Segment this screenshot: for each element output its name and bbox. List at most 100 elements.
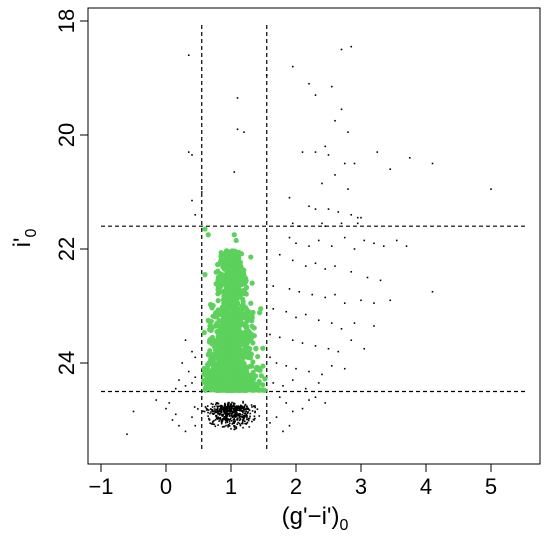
selected-star-point <box>231 379 237 385</box>
selected-star-point <box>209 341 215 347</box>
field-star-point <box>246 412 249 414</box>
field-star-point <box>210 402 213 405</box>
field-star-point <box>224 406 226 409</box>
y-axis: 18 20 22 24 <box>54 9 89 375</box>
field-star-point <box>194 376 197 379</box>
field-star-point <box>389 168 392 170</box>
field-star-point <box>254 406 257 409</box>
selected-star-point <box>231 334 238 340</box>
field-star-point <box>237 414 239 416</box>
field-star-point <box>236 423 239 426</box>
selected-star-point <box>227 289 234 296</box>
field-star-point <box>334 174 336 176</box>
selected-star-point <box>229 266 235 272</box>
field-star-point <box>253 415 256 418</box>
field-star-point <box>490 188 492 190</box>
field-star-point <box>217 412 219 415</box>
field-star-point <box>234 420 236 423</box>
field-star-point <box>238 412 241 415</box>
field-star-point <box>301 151 304 153</box>
field-star-point <box>272 382 275 384</box>
field-star-point <box>314 94 317 96</box>
selected-star-point <box>221 293 227 299</box>
selected-star-point <box>232 359 238 366</box>
selected-star-point <box>234 299 240 305</box>
field-star-point <box>232 404 235 407</box>
selected-star-point <box>257 310 263 316</box>
field-star-point <box>224 412 226 415</box>
field-star-point <box>308 370 310 373</box>
field-star-point <box>324 225 327 227</box>
field-star-point <box>213 408 216 410</box>
field-star-point <box>240 416 243 418</box>
selected-star-point <box>229 274 235 281</box>
field-star-point <box>235 405 238 407</box>
field-star-point <box>253 419 255 421</box>
field-star-point <box>233 425 236 427</box>
field-star-point <box>295 367 297 370</box>
selected-star-point <box>214 385 220 392</box>
field-star-point <box>234 407 236 409</box>
field-star-point <box>324 268 327 270</box>
field-star-point <box>285 310 288 313</box>
field-star-point <box>205 407 208 410</box>
field-star-point <box>431 162 434 165</box>
field-star-point <box>221 426 224 428</box>
selected-star-point <box>244 340 250 346</box>
selected-star-point <box>202 272 208 278</box>
field-star-point <box>243 416 246 419</box>
field-star-point <box>360 216 362 219</box>
field-star-point <box>343 302 346 304</box>
selected-star-point <box>218 257 224 263</box>
field-star-point <box>223 418 225 421</box>
field-star-point <box>288 288 291 290</box>
selected-star-point <box>214 329 220 335</box>
field-star-point <box>224 418 227 421</box>
selected-star-point <box>202 226 208 232</box>
field-star-point <box>251 406 253 408</box>
field-star-point <box>330 365 333 367</box>
field-star-point <box>230 417 232 420</box>
selected-star-point <box>237 317 244 323</box>
field-star-point <box>187 370 190 373</box>
field-star-point <box>431 290 434 293</box>
field-star-point <box>228 410 230 413</box>
field-star-point <box>254 410 256 413</box>
selected-star-point <box>243 306 250 312</box>
field-star-point <box>356 222 359 225</box>
selected-star-point <box>217 288 223 295</box>
selected-star-point <box>258 373 264 379</box>
selected-star-point <box>234 308 240 314</box>
field-star-point <box>237 421 239 424</box>
selected-star-point <box>225 306 231 312</box>
field-star-point <box>353 322 356 324</box>
field-star-point <box>243 405 246 407</box>
field-star-point <box>242 426 244 429</box>
field-star-point <box>217 417 219 419</box>
selected-star-point <box>206 351 212 357</box>
selected-star-point <box>244 382 250 389</box>
field-star-point <box>218 410 221 412</box>
selected-star-point <box>218 332 224 338</box>
field-star-point <box>206 405 209 407</box>
field-star-point <box>214 410 217 412</box>
field-star-point <box>238 407 241 409</box>
field-star-point <box>243 414 246 417</box>
field-star-point <box>229 410 232 412</box>
selected-star-point <box>233 237 239 244</box>
field-star-point <box>405 245 408 247</box>
x-tick-label: 4 <box>420 474 432 499</box>
field-star-point <box>337 350 340 353</box>
field-star-point <box>224 405 226 408</box>
field-star-point <box>207 411 209 414</box>
selected-star-point <box>247 350 254 357</box>
selected-star-point <box>214 341 220 347</box>
field-star-point <box>212 403 214 406</box>
selected-star-point <box>216 280 222 287</box>
field-star-point <box>330 85 333 88</box>
field-star-point <box>241 407 244 409</box>
field-star-point <box>227 424 229 427</box>
field-star-point <box>224 410 226 412</box>
field-star-point <box>314 396 317 398</box>
